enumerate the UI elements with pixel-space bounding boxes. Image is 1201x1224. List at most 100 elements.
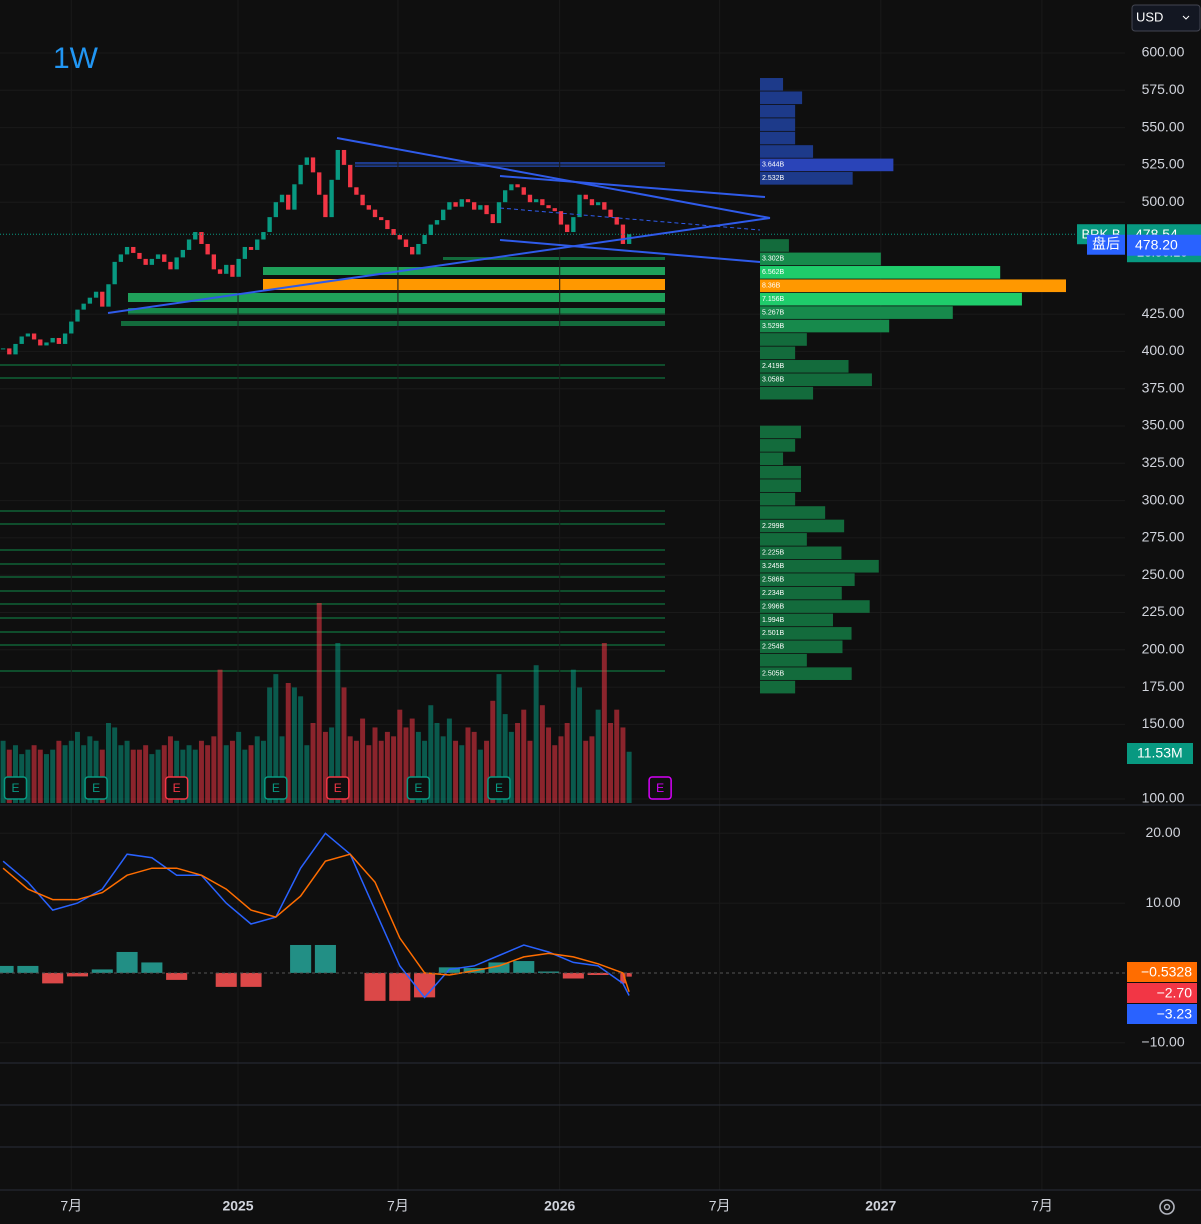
candle-body — [422, 235, 427, 244]
volume-bar — [192, 749, 198, 803]
profile-label: 3.529B — [762, 323, 785, 330]
y-tick-label: 150.00 — [1142, 715, 1185, 731]
profile-bar — [760, 386, 814, 400]
volume-bar — [422, 740, 428, 803]
currency-button[interactable] — [1131, 4, 1201, 32]
volume-bar — [260, 740, 266, 803]
candle-body — [217, 269, 223, 274]
volume-bar — [223, 745, 229, 803]
profile-bar — [760, 91, 803, 105]
candle-body — [490, 214, 495, 224]
candle-body — [571, 217, 576, 233]
zone — [263, 279, 665, 290]
profile-bar — [760, 373, 872, 387]
profile-bar — [760, 360, 849, 373]
after-hours-tag — [1087, 234, 1125, 255]
zone — [0, 510, 665, 512]
profile-label: 3.245B — [762, 563, 785, 570]
candle-body — [286, 194, 291, 210]
volume-bar — [490, 700, 496, 803]
candle-body — [620, 224, 626, 244]
candle-body — [521, 187, 526, 195]
candle-body — [509, 184, 514, 191]
event-marker — [3, 776, 28, 800]
volume-bar — [527, 740, 533, 803]
candle-body — [186, 239, 192, 250]
volume-bar — [620, 727, 626, 803]
volume-bar — [533, 665, 539, 803]
candle-body — [242, 246, 248, 259]
volume-bar — [459, 745, 465, 803]
event-marker — [648, 776, 672, 800]
volume-bar — [0, 740, 6, 803]
volume-bar — [403, 727, 409, 803]
candle-body — [261, 232, 266, 240]
candle-body — [38, 339, 43, 346]
profile-label: 2.501B — [762, 630, 785, 637]
profile-label: 2.996B — [762, 603, 785, 610]
after-hours-label: 盘后 — [1092, 235, 1120, 251]
candle-body — [348, 164, 353, 188]
candle-body — [137, 252, 142, 259]
candle-body — [224, 264, 229, 274]
volume-bar — [161, 745, 167, 803]
profile-label: 2.234B — [762, 590, 785, 597]
volume-bar — [409, 718, 415, 803]
after-hours-badge — [1127, 234, 1201, 256]
candle-body — [7, 348, 12, 355]
candle-body — [267, 217, 272, 233]
macd-histogram-bar — [17, 965, 39, 973]
profile-bar — [760, 131, 796, 145]
event-label: E — [414, 781, 422, 795]
volume-bar — [614, 709, 620, 803]
profile-bar — [760, 266, 1001, 279]
candle-body — [323, 194, 328, 218]
candle-body — [75, 309, 80, 322]
event-label: E — [92, 781, 100, 795]
macd-histogram-bar — [42, 972, 64, 984]
candle-body — [385, 220, 390, 230]
candle-body — [13, 343, 18, 355]
trend-line — [499, 207, 761, 231]
volume-bar — [384, 731, 390, 803]
candle-body — [143, 258, 148, 265]
volume-bar — [174, 740, 180, 803]
volume-bar — [211, 736, 217, 803]
profile-bar — [760, 239, 789, 252]
macd-badge — [1127, 1004, 1197, 1024]
profile-bar — [760, 627, 852, 640]
candle-body — [292, 184, 297, 210]
volume-bar — [577, 687, 583, 803]
candle-body — [62, 333, 68, 344]
candle-body — [583, 194, 588, 200]
profile-label: 8.36B — [762, 283, 781, 290]
profile-label: 3.302B — [762, 256, 785, 263]
trend-line — [336, 137, 771, 219]
y-tick-label: 200.00 — [1142, 641, 1185, 657]
profile-bar — [760, 533, 807, 546]
candle-body — [131, 246, 136, 253]
settings-icon[interactable] — [1159, 1199, 1175, 1215]
candle-body — [25, 333, 31, 337]
event-marker — [84, 776, 108, 800]
currency-label[interactable]: USD — [1136, 9, 1163, 24]
macd-histogram-bar — [91, 969, 113, 973]
profile-bar — [760, 118, 796, 131]
macd-histogram-bar — [66, 972, 89, 977]
profile-bar — [760, 492, 796, 506]
candle-body — [441, 209, 446, 221]
volume-badge — [1127, 743, 1193, 764]
volume-bar — [217, 669, 223, 803]
candle-body — [354, 187, 359, 195]
event-label: E — [272, 781, 280, 795]
x-tick-label: 7月 — [1031, 1198, 1053, 1214]
y-tick-label: 600.00 — [1142, 44, 1185, 60]
profile-bar — [760, 479, 801, 492]
candle-body — [453, 202, 458, 207]
volume-bar — [329, 727, 335, 803]
candle-body — [335, 149, 340, 180]
candle-body — [255, 239, 260, 250]
candle-body — [211, 254, 217, 270]
macd-histogram-bar — [389, 972, 411, 1001]
